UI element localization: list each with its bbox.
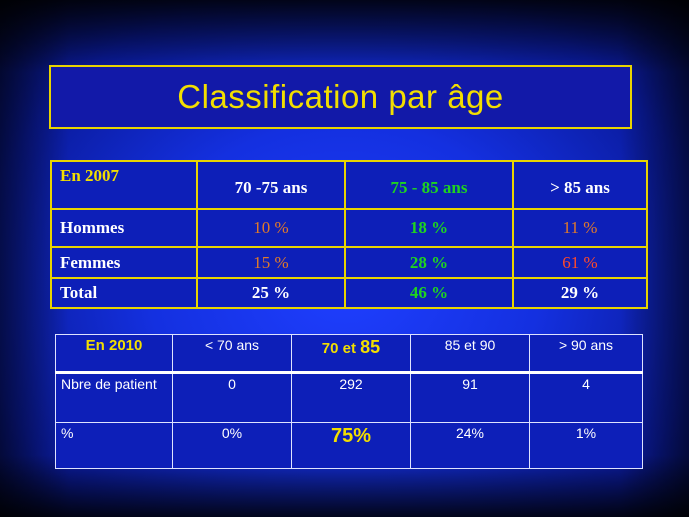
cell-femmes-75-85: 28 % [344, 246, 514, 279]
header-85: 85 [360, 337, 381, 357]
table-row: Nbre de patient 0 292 91 4 [55, 372, 643, 423]
cell-pct-85-90: 24% [410, 422, 530, 469]
cell-femmes-85plus: 61 % [512, 246, 648, 279]
cell-nbre-lt70: 0 [172, 372, 292, 423]
table-2007-header-75-85: 75 - 85 ans [344, 160, 514, 210]
table-2010-header-lt70: < 70 ans [172, 334, 292, 374]
cell-hommes-85plus: 11 % [512, 208, 648, 248]
table-row: Femmes 15 % 28 % 61 % [50, 246, 648, 279]
table-row: % 0% 75% 24% 1% [55, 422, 643, 469]
table-2010-header-70-85: 70 et 85 [291, 334, 411, 374]
cell-pct-70-85: 75% [291, 422, 411, 469]
slide-title: Classification par âge [177, 78, 504, 115]
table-2007: En 2007 70 -75 ans 75 - 85 ans > 85 ans … [50, 160, 648, 309]
table-2007-header-85plus: > 85 ans [512, 160, 648, 210]
cell-nbre-70-85: 292 [291, 372, 411, 423]
cell-femmes-70-75: 15 % [196, 246, 346, 279]
table-2007-corner: En 2007 [50, 160, 198, 210]
cell-nbre-85-90: 91 [410, 372, 530, 423]
table-2010-header-gt90: > 90 ans [529, 334, 643, 374]
table-2010: En 2010 < 70 ans 70 et 85 85 et 90 > 90 … [55, 334, 643, 469]
cell-nbre-gt90: 4 [529, 372, 643, 423]
cell-hommes-70-75: 10 % [196, 208, 346, 248]
row-label-percent: % [55, 422, 173, 469]
row-label-total: Total [50, 277, 198, 309]
table-2007-header-row: En 2007 70 -75 ans 75 - 85 ans > 85 ans [50, 160, 648, 210]
row-label-nbre-patient: Nbre de patient [55, 372, 173, 423]
table-row: Total 25 % 46 % 29 % [50, 277, 648, 309]
table-row: Hommes 10 % 18 % 11 % [50, 208, 648, 248]
table-2010-header-85-90: 85 et 90 [410, 334, 530, 374]
cell-pct-gt90: 1% [529, 422, 643, 469]
cell-total-70-75: 25 % [196, 277, 346, 309]
table-2007-header-70-75: 70 -75 ans [196, 160, 346, 210]
table-2010-header-row: En 2010 < 70 ans 70 et 85 85 et 90 > 90 … [55, 334, 643, 374]
cell-pct-lt70: 0% [172, 422, 292, 469]
cell-total-75-85: 46 % [344, 277, 514, 309]
table-2010-corner: En 2010 [55, 334, 173, 374]
row-label-femmes: Femmes [50, 246, 198, 279]
row-label-hommes: Hommes [50, 208, 198, 248]
cell-total-85plus: 29 % [512, 277, 648, 309]
header-70-et: 70 et [321, 340, 356, 357]
title-box: Classification par âge [49, 65, 632, 129]
cell-hommes-75-85: 18 % [344, 208, 514, 248]
